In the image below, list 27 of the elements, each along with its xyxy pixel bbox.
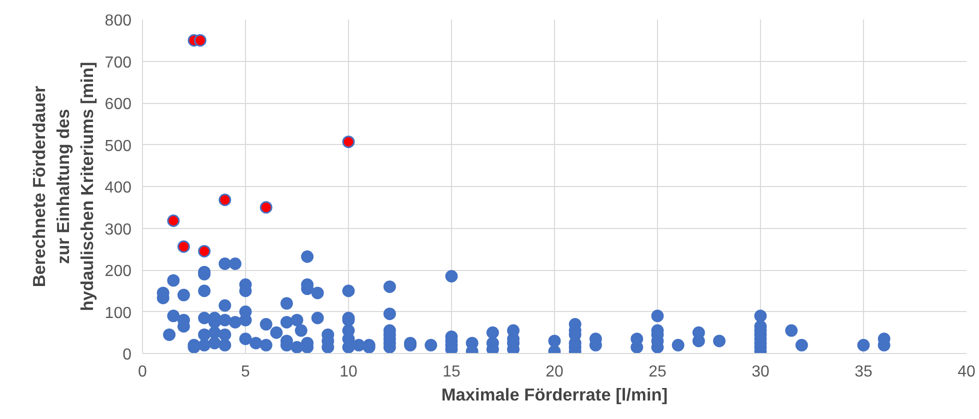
point: [167, 214, 180, 227]
y-tick-label: 600: [104, 96, 132, 113]
y-tick-label: 0: [122, 346, 132, 364]
x-tick-label: 15: [442, 364, 460, 380]
y-tick-label: 200: [104, 263, 132, 280]
x-tick-label: 25: [648, 364, 666, 380]
point: [198, 244, 211, 258]
y-tick-label: 700: [104, 54, 132, 72]
x-tick-label: 30: [752, 364, 770, 380]
y-tick-label: 800: [104, 12, 132, 30]
x-tick-label: 40: [958, 364, 976, 380]
x-tick-label: 35: [854, 364, 872, 380]
x-tick-label: 20: [546, 364, 564, 380]
x-tick-label: 5: [241, 364, 250, 380]
x-tick-label: 0: [138, 364, 148, 380]
y-tick-label: 300: [104, 221, 132, 238]
point: [194, 34, 206, 47]
y-tick-label: 500: [104, 138, 132, 155]
y-axis-title: Berechnete Förderdauer zur Einhaltung des hydaulischen Kriteriums [min]: [28, 62, 97, 312]
point: [260, 201, 272, 214]
x-tick-label: 10: [340, 364, 358, 380]
point: [342, 136, 355, 148]
point: [177, 240, 190, 253]
y-tick-label: 400: [104, 180, 132, 196]
y-tick-label: 100: [104, 304, 132, 322]
point: [218, 194, 232, 206]
x-axis-title: Maximale Förderrate [l/min]: [441, 384, 668, 404]
